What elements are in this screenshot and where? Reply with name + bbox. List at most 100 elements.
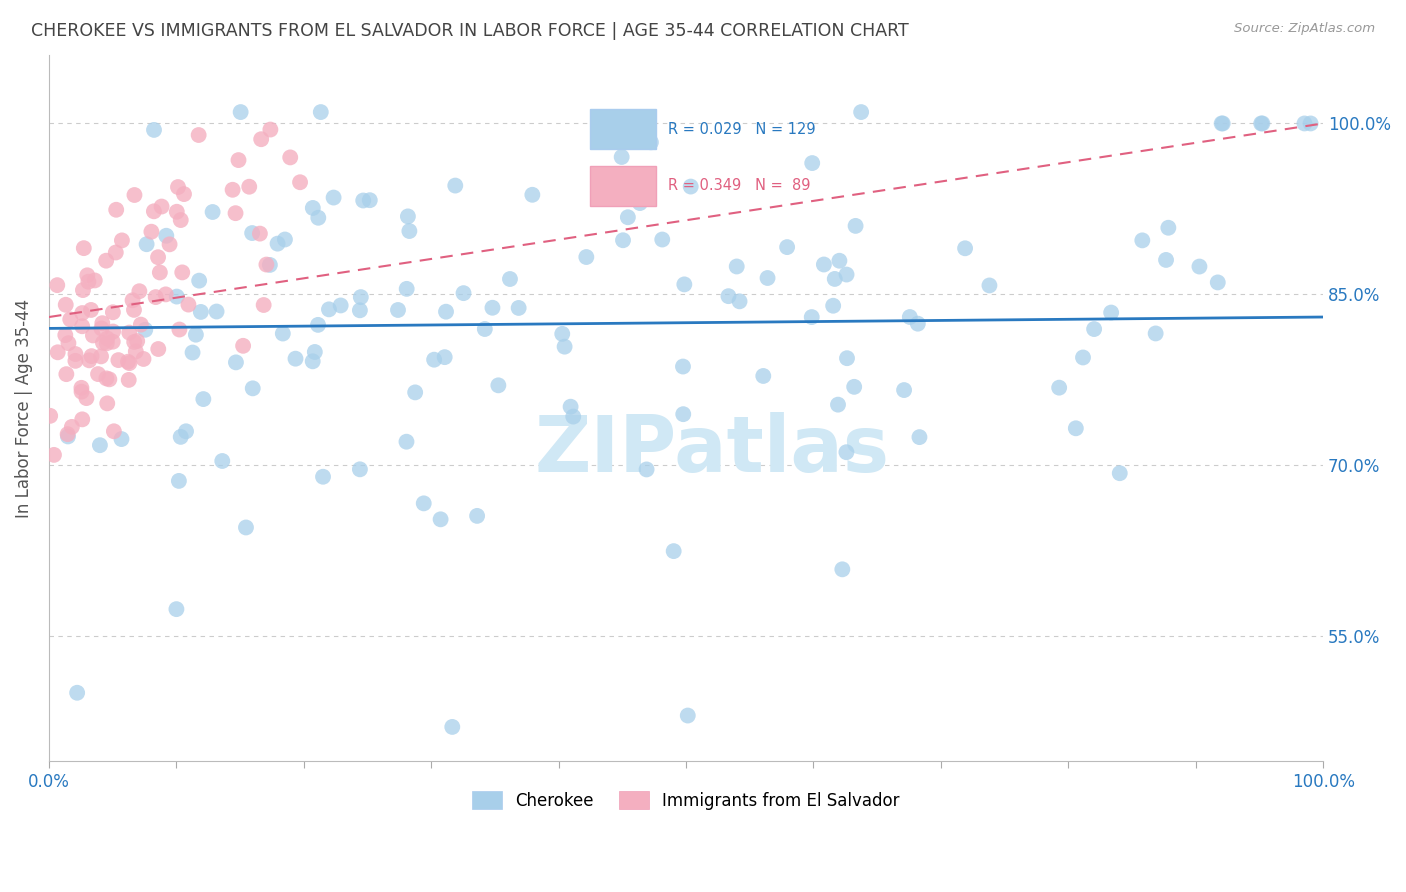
Point [288, 175, 311, 189]
Point [190, 305, 212, 319]
Point [72, 412, 94, 426]
Point [259, 122, 281, 136]
Point [150, 200, 173, 214]
Point [142, 204, 165, 219]
Point [823, 299, 845, 313]
Point [70, 319, 93, 334]
Point [129, 318, 152, 332]
Point [187, 128, 209, 142]
Point [46, 345, 69, 359]
Point [575, 250, 598, 264]
Point [254, 258, 277, 272]
Point [776, 240, 799, 254]
Point [105, 202, 128, 217]
Point [80, 349, 103, 363]
Point [145, 290, 167, 304]
Point [387, 303, 409, 318]
Point [404, 385, 426, 400]
Point [301, 354, 323, 368]
Point [159, 237, 181, 252]
Point [211, 454, 233, 468]
Point [673, 277, 696, 292]
Point [118, 356, 141, 370]
Point [1154, 252, 1177, 267]
Point [304, 345, 326, 359]
Point [240, 226, 263, 240]
Point [259, 258, 281, 272]
Point [672, 359, 695, 374]
Point [398, 224, 420, 238]
Point [172, 265, 194, 279]
Point [56, 429, 79, 443]
Point [166, 204, 188, 219]
Point [82, 328, 104, 343]
Point [610, 150, 633, 164]
Point [1130, 233, 1153, 247]
Point [1212, 116, 1234, 130]
Point [104, 245, 127, 260]
Point [39, 409, 62, 423]
Point [146, 250, 169, 264]
Point [481, 301, 503, 315]
Point [201, 205, 224, 219]
Point [117, 355, 139, 369]
Point [89, 438, 111, 452]
Point [423, 352, 446, 367]
Point [235, 520, 257, 534]
Point [111, 234, 134, 248]
Point [1083, 322, 1105, 336]
Point [844, 380, 866, 394]
Point [562, 409, 585, 424]
Point [274, 233, 297, 247]
Point [77, 353, 100, 368]
Point [1064, 421, 1087, 435]
Point [59, 312, 82, 326]
Point [301, 201, 323, 215]
Point [228, 153, 250, 167]
Point [554, 340, 576, 354]
Point [640, 136, 662, 150]
Point [801, 156, 824, 170]
Point [312, 469, 335, 483]
Point [55, 367, 77, 381]
Point [318, 302, 340, 317]
Point [101, 334, 124, 349]
Point [90, 350, 112, 364]
Point [835, 351, 858, 366]
Point [662, 544, 685, 558]
Point [232, 339, 254, 353]
Point [96, 332, 118, 346]
Point [849, 105, 872, 120]
Point [898, 310, 921, 324]
Point [827, 398, 849, 412]
Point [1157, 220, 1180, 235]
Point [238, 179, 260, 194]
Point [395, 282, 418, 296]
Point [831, 562, 853, 576]
Point [70, 381, 93, 395]
Point [329, 298, 352, 312]
Point [309, 105, 332, 120]
Point [221, 183, 243, 197]
Point [80, 302, 103, 317]
Point [101, 305, 124, 319]
Point [177, 297, 200, 311]
Point [155, 287, 177, 301]
Point [56, 427, 79, 442]
Y-axis label: In Labor Force | Age 35-44: In Labor Force | Age 35-44 [15, 299, 32, 517]
Point [350, 290, 373, 304]
Point [181, 345, 204, 359]
Point [266, 236, 288, 251]
Point [141, 225, 163, 239]
Point [91, 316, 114, 330]
Point [53, 328, 76, 343]
Point [96, 371, 118, 385]
Point [87, 367, 110, 381]
Point [225, 206, 247, 220]
Point [322, 190, 344, 204]
Point [612, 233, 634, 247]
Point [396, 210, 419, 224]
Point [429, 512, 451, 526]
Point [349, 303, 371, 318]
Point [250, 132, 273, 146]
